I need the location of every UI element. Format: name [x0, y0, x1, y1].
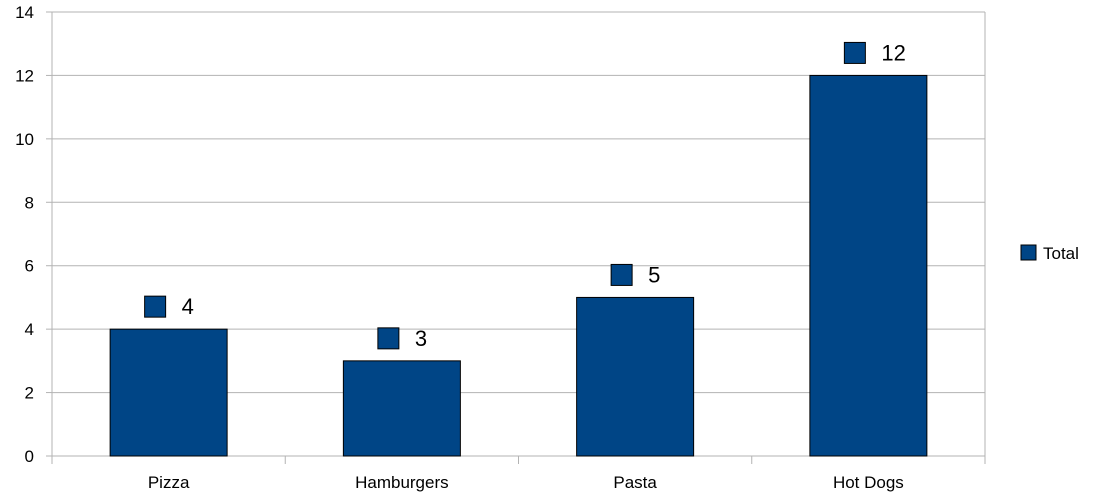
y-tick-label: 2: [25, 384, 34, 403]
legend-key: [1020, 244, 1037, 261]
data-label-value: 4: [182, 294, 194, 319]
data-label-key: [843, 41, 866, 64]
legend: Total: [1020, 244, 1079, 263]
bar-hot-dogs: [809, 74, 928, 457]
data-label-key: [144, 295, 167, 318]
bar-pasta: [576, 296, 695, 457]
data-labels: 4 3 5 12: [144, 40, 906, 351]
x-tick-label: Pasta: [613, 473, 657, 492]
y-tick-label: 0: [25, 447, 34, 466]
x-tick-label: Hamburgers: [355, 473, 449, 492]
y-tick-label: 10: [15, 130, 34, 149]
bar-pizza: [109, 328, 228, 457]
axes: 0 2 4 6 8 10 12 14 Pizza Hamburgers Pasta Hot Dogs: [15, 3, 986, 492]
data-label-value: 12: [881, 40, 905, 65]
data-label-key: [610, 263, 633, 286]
bars: [109, 74, 928, 457]
y-tick-label: 8: [25, 193, 34, 212]
bar-hamburgers: [342, 360, 461, 457]
y-tick-label: 14: [15, 3, 34, 22]
data-label-key: [377, 327, 400, 350]
data-label-value: 5: [648, 262, 660, 287]
y-tick-label: 12: [15, 66, 34, 85]
data-label-value: 3: [415, 326, 427, 351]
legend-label: Total: [1043, 244, 1079, 263]
y-tick-label: 6: [25, 257, 34, 276]
x-tick-label: Hot Dogs: [833, 473, 904, 492]
y-tick-label: 4: [25, 320, 34, 339]
x-tick-label: Pizza: [148, 473, 190, 492]
